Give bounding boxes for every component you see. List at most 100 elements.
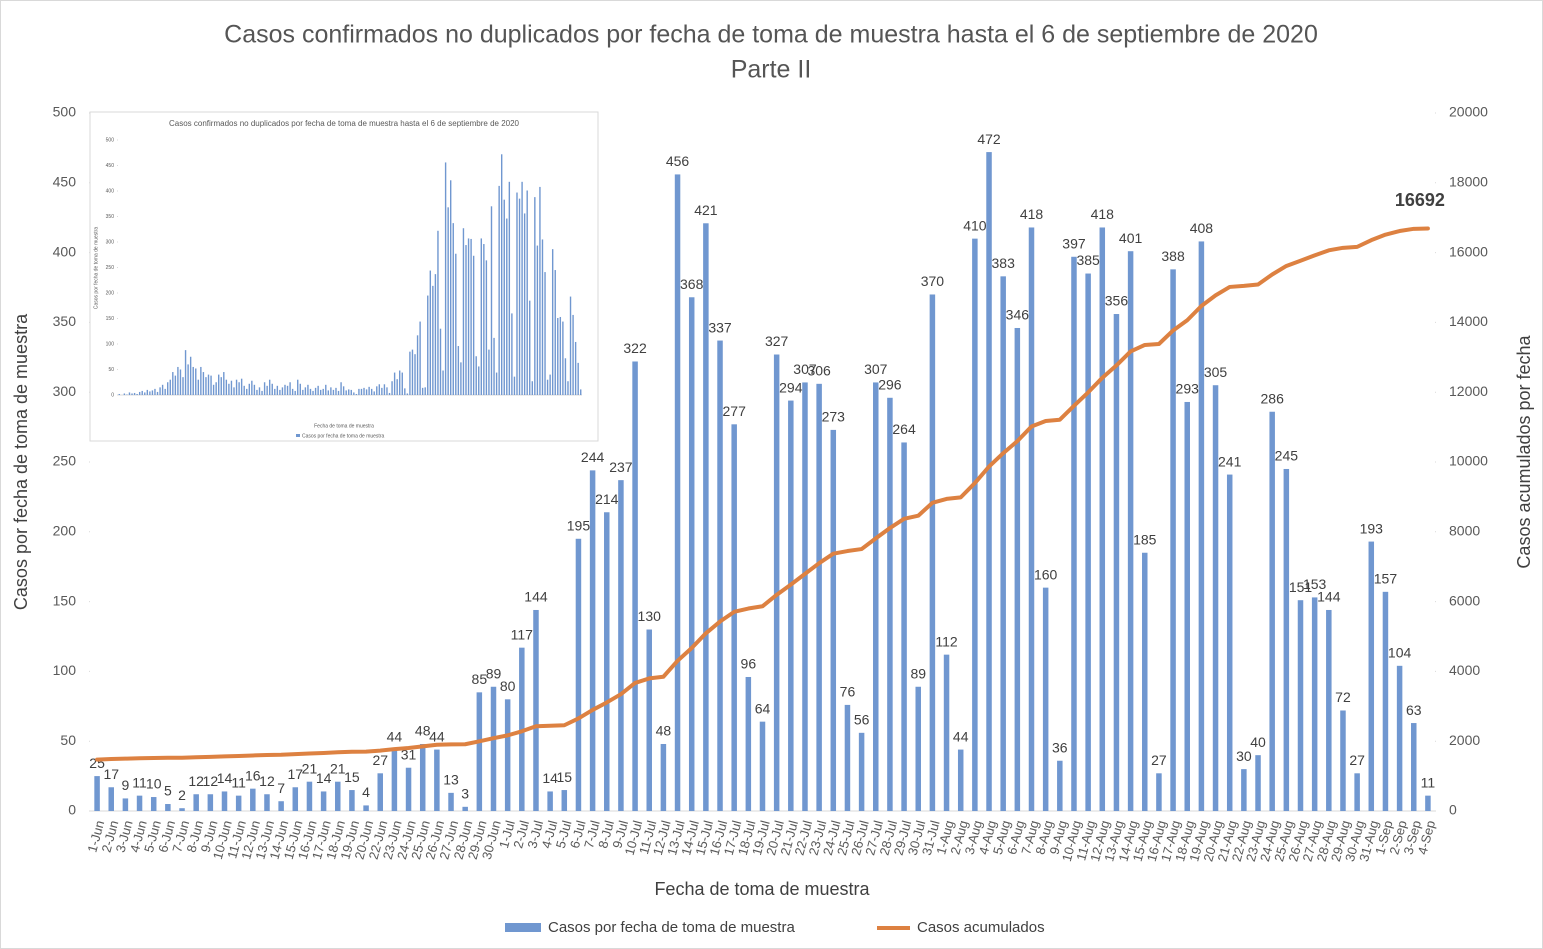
bar bbox=[1170, 269, 1176, 811]
bar bbox=[289, 382, 291, 395]
bar bbox=[281, 387, 284, 395]
bar bbox=[1382, 591, 1389, 811]
data-label: 385 bbox=[1076, 252, 1100, 268]
bar bbox=[564, 358, 567, 395]
data-label: 410 bbox=[963, 217, 987, 233]
bar bbox=[187, 364, 189, 395]
bar bbox=[873, 382, 879, 811]
data-label: 12 bbox=[188, 773, 204, 789]
data-label: 294 bbox=[779, 379, 803, 395]
bar bbox=[929, 294, 936, 812]
data-label: 418 bbox=[1020, 206, 1044, 222]
data-label: 72 bbox=[1335, 689, 1351, 705]
y-tick-label: 50 bbox=[108, 367, 114, 373]
bar bbox=[377, 773, 383, 811]
inset-legend-label: Casos por fecha de toma de muestra bbox=[302, 433, 384, 439]
bar bbox=[498, 185, 500, 395]
bar bbox=[164, 388, 166, 395]
data-label: 89 bbox=[486, 665, 502, 681]
bar bbox=[150, 797, 157, 811]
bar bbox=[220, 377, 222, 395]
data-label: 64 bbox=[755, 700, 771, 716]
bar bbox=[279, 389, 281, 395]
bar bbox=[483, 244, 485, 395]
bar bbox=[340, 382, 342, 395]
bar bbox=[773, 354, 780, 811]
bar bbox=[731, 424, 737, 811]
bar bbox=[195, 368, 197, 395]
bar bbox=[207, 374, 210, 395]
bar bbox=[235, 795, 242, 811]
data-label: 11 bbox=[132, 774, 147, 790]
bar bbox=[246, 388, 248, 395]
bar bbox=[118, 393, 120, 395]
bar bbox=[703, 223, 709, 811]
bar bbox=[291, 388, 294, 395]
bar bbox=[1396, 665, 1403, 811]
data-label: 14 bbox=[217, 770, 233, 786]
data-label: 14 bbox=[542, 770, 558, 786]
bar bbox=[286, 385, 289, 395]
bar bbox=[632, 361, 638, 811]
bar bbox=[182, 377, 184, 395]
bar bbox=[618, 480, 624, 811]
y-tick-label: 350 bbox=[106, 214, 115, 220]
data-label: 293 bbox=[1176, 381, 1200, 397]
data-label: 346 bbox=[1006, 307, 1030, 323]
y-tick-label: 400 bbox=[53, 243, 77, 259]
data-label: 195 bbox=[567, 517, 591, 533]
bar bbox=[207, 794, 214, 811]
data-label: 11 bbox=[1421, 774, 1436, 790]
bar bbox=[467, 238, 470, 395]
bar bbox=[378, 384, 381, 395]
bar bbox=[399, 370, 401, 395]
bar bbox=[554, 270, 556, 395]
bar bbox=[302, 389, 304, 395]
bar bbox=[256, 389, 258, 395]
bar bbox=[396, 379, 398, 395]
bar bbox=[184, 350, 187, 395]
bar bbox=[312, 390, 314, 395]
chart-subtitle: Parte II bbox=[731, 56, 812, 84]
bar bbox=[122, 798, 129, 811]
bar bbox=[243, 385, 245, 395]
x-tick-label: 8-Jul bbox=[595, 819, 617, 850]
bar bbox=[439, 328, 442, 395]
bar bbox=[1184, 401, 1190, 811]
bar bbox=[348, 389, 350, 395]
data-label: 31 bbox=[401, 746, 417, 762]
bar bbox=[136, 795, 143, 811]
bar bbox=[943, 654, 950, 811]
data-label: 130 bbox=[638, 608, 662, 624]
x-tick-label: 7-Jul bbox=[581, 819, 603, 850]
data-label: 27 bbox=[372, 752, 388, 768]
bar bbox=[409, 351, 411, 395]
data-label: 63 bbox=[1406, 702, 1422, 718]
bar bbox=[327, 390, 330, 395]
bar bbox=[478, 366, 480, 395]
bar bbox=[1326, 609, 1332, 811]
data-label: 7 bbox=[277, 780, 285, 796]
y-tick-label: 200 bbox=[53, 523, 77, 539]
data-label: 245 bbox=[1275, 448, 1299, 464]
bar bbox=[490, 206, 493, 395]
data-label: 40 bbox=[1250, 734, 1266, 750]
bar bbox=[511, 313, 513, 395]
bar bbox=[1198, 241, 1205, 811]
data-label: 44 bbox=[429, 728, 445, 744]
bar bbox=[376, 386, 378, 395]
data-label: 472 bbox=[977, 131, 1001, 147]
data-label: 241 bbox=[1218, 453, 1242, 469]
bar bbox=[292, 787, 299, 811]
bar bbox=[419, 743, 426, 811]
bar bbox=[531, 381, 533, 395]
bar bbox=[660, 743, 667, 811]
bar bbox=[1269, 411, 1275, 811]
bar bbox=[604, 512, 610, 811]
bar bbox=[156, 391, 159, 395]
bar bbox=[393, 372, 396, 395]
y-tick-label: 450 bbox=[106, 163, 115, 169]
bar bbox=[759, 721, 766, 811]
legend-label: Casos acumulados bbox=[917, 919, 1045, 936]
bar bbox=[349, 790, 355, 811]
